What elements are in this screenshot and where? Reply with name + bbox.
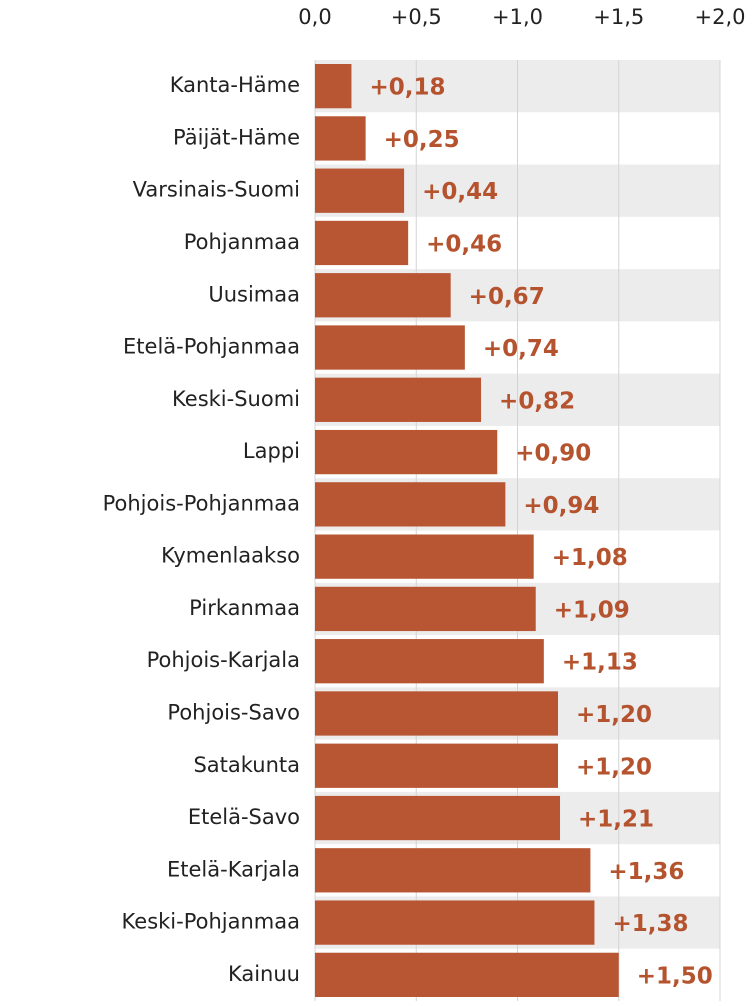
- bar: [315, 900, 595, 945]
- bar: [315, 534, 534, 579]
- value-label: +1,36: [608, 859, 684, 885]
- value-label: +1,20: [576, 702, 652, 728]
- bar: [315, 586, 536, 632]
- bar: [315, 482, 506, 527]
- category-label: Kanta-Häme: [170, 73, 300, 97]
- value-label: +1,08: [552, 545, 628, 571]
- value-label: +1,20: [576, 754, 652, 780]
- category-label: Varsinais-Suomi: [133, 178, 300, 202]
- value-label: +0,90: [515, 441, 591, 467]
- x-tick-label: +0,5: [391, 5, 442, 29]
- category-label: Etelä-Pohjanmaa: [123, 335, 300, 359]
- bar: [315, 848, 591, 893]
- value-label: +0,46: [426, 231, 502, 257]
- category-label: Pohjois-Savo: [167, 700, 300, 724]
- category-label: Satakunta: [193, 753, 300, 777]
- bar: [315, 743, 558, 788]
- value-label: +1,13: [562, 650, 638, 676]
- value-label: +0,94: [523, 493, 599, 519]
- bar: [315, 639, 544, 684]
- category-label: Lappi: [243, 439, 300, 463]
- value-label: +1,21: [578, 807, 654, 833]
- bar: [315, 952, 619, 997]
- value-label: +0,25: [384, 127, 460, 153]
- value-label: +0,74: [483, 336, 559, 362]
- category-label: Pirkanmaa: [189, 596, 300, 620]
- value-label: +0,44: [422, 179, 498, 205]
- x-tick-label: +1,0: [492, 5, 543, 29]
- value-label: +0,82: [499, 388, 575, 414]
- category-label: Etelä-Karjala: [167, 857, 300, 881]
- bar: [315, 64, 352, 109]
- value-label: +0,67: [469, 284, 545, 310]
- bar: [315, 325, 465, 370]
- category-label: Kymenlaakso: [161, 544, 300, 568]
- category-label: Pohjois-Pohjanmaa: [103, 491, 300, 515]
- value-label: +1,50: [637, 963, 713, 989]
- bar: [315, 691, 558, 736]
- category-label: Etelä-Savo: [188, 805, 300, 829]
- value-label: +1,09: [554, 597, 630, 623]
- value-label: +0,18: [369, 75, 445, 101]
- category-label: Pohjanmaa: [184, 230, 300, 254]
- category-label: Uusimaa: [208, 282, 300, 306]
- x-tick-label: +1,5: [593, 5, 644, 29]
- bar: [315, 220, 409, 266]
- bar: [315, 795, 561, 841]
- category-label: Keski-Pohjanmaa: [122, 910, 300, 934]
- bar: [315, 377, 482, 422]
- category-label: Kainuu: [228, 962, 300, 986]
- x-tick-label: +2,0: [695, 5, 746, 29]
- bar: [315, 273, 451, 318]
- category-label: Päijät-Häme: [173, 125, 300, 149]
- bar: [315, 168, 405, 213]
- category-label: Keski-Suomi: [172, 387, 300, 411]
- x-tick-label: 0,0: [298, 5, 331, 29]
- category-label: Pohjois-Karjala: [147, 648, 300, 672]
- value-label: +1,38: [612, 911, 688, 937]
- bar: [315, 429, 498, 475]
- bar: [315, 116, 366, 161]
